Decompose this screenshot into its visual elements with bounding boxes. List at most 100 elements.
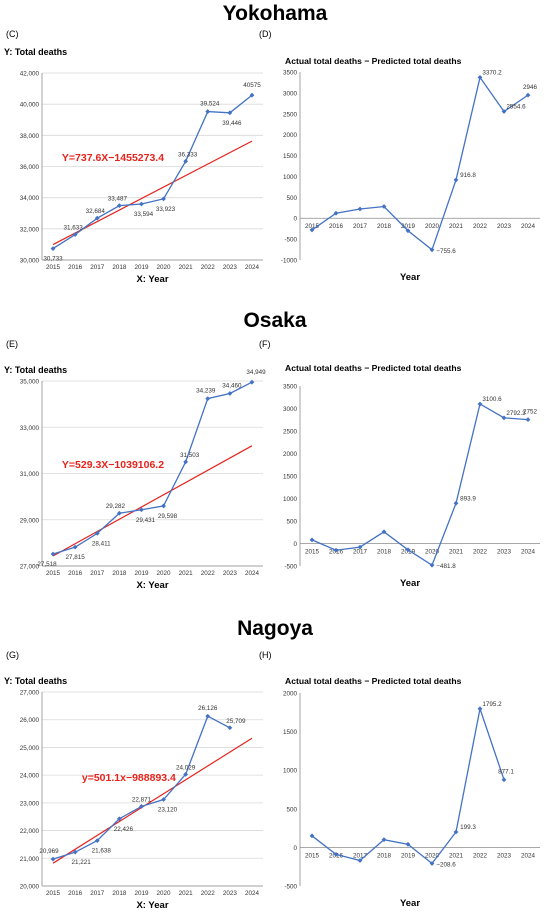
chart-e-point xyxy=(116,510,122,516)
chart-e-point xyxy=(139,507,144,513)
chart-e-xlabel: X: Year xyxy=(136,580,168,591)
chart-g-panel-label: (G) xyxy=(6,650,19,660)
chart-f-xtick-label: 2015 xyxy=(305,549,320,556)
chart-f-xlabel: Year xyxy=(400,578,420,589)
chart-c-ytick-label: 34,000 xyxy=(20,195,40,202)
chart-c-xlabel: X: Year xyxy=(136,274,168,285)
chart-d-xtick-label: 2020 xyxy=(425,223,440,230)
chart-g-series-line xyxy=(52,715,231,860)
chart-e-xtick-label: 2017 xyxy=(90,570,105,577)
chart-h-xtick-label: 2022 xyxy=(473,852,488,859)
chart-c-ytick-label: 30,000 xyxy=(20,258,40,265)
chart-c-data-label: 30,733 xyxy=(43,256,63,263)
chart-h-panel-label: (H) xyxy=(259,650,272,660)
chart-e-data-label: 34,460 xyxy=(222,382,242,389)
chart-h-xtick-label: 2020 xyxy=(425,852,440,859)
chart-c-point xyxy=(183,158,189,164)
chart-c-point xyxy=(94,215,100,221)
chart-h-xlabel: Year xyxy=(400,898,420,909)
chart-f-point xyxy=(525,417,531,423)
chart-g-data-label: 24,029 xyxy=(176,764,196,771)
chart-d-ytick-label: 1500 xyxy=(283,153,298,160)
chart-e-ytick-label: 29,000 xyxy=(20,517,40,524)
chart-g-point xyxy=(227,725,233,731)
chart-g-data-label: 21,221 xyxy=(72,859,92,866)
chart-c-xtick-label: 2020 xyxy=(157,264,172,271)
chart-d-xtick-label: 2018 xyxy=(377,223,392,230)
chart-c-data-label: 33,923 xyxy=(156,206,176,213)
chart-f-series-line xyxy=(311,402,529,567)
chart-h-data-label: −208.6 xyxy=(436,862,456,869)
chart-f-ytick-label: 2000 xyxy=(283,451,298,458)
chart-g-point xyxy=(139,804,144,809)
chart-e-xtick-label: 2023 xyxy=(223,570,238,577)
chart-e-point xyxy=(94,530,100,536)
chart-f-xtick-label: 2022 xyxy=(473,549,488,556)
chart-e-data-label: 31,503 xyxy=(180,452,200,459)
chart-c-xtick-label: 2023 xyxy=(223,264,238,271)
chart-f-xtick-label: 2018 xyxy=(377,549,392,556)
chart-d-xtick-label: 2023 xyxy=(497,223,512,230)
chart-f-point xyxy=(381,529,387,535)
chart-f-point xyxy=(333,547,339,553)
chart-c-series-line xyxy=(52,94,253,250)
chart-h-xtick-label: 2023 xyxy=(497,852,512,859)
chart-g-data-label: 23,120 xyxy=(158,807,178,814)
chart-e-xtick-label: 2016 xyxy=(68,570,83,577)
chart-c-point xyxy=(205,109,211,114)
chart-f-point xyxy=(357,544,363,550)
chart-d-xtick-label: 2024 xyxy=(521,223,536,230)
chart-d-point xyxy=(429,247,435,253)
chart-d-ytick-label: -1000 xyxy=(281,258,298,265)
chart-h-xtick-label: 2018 xyxy=(377,852,392,859)
chart-g-ylabel: Y: Total deaths xyxy=(4,676,67,686)
chart-h-ytick-label: 1000 xyxy=(283,768,298,775)
chart-h-data-label: 199.3 xyxy=(460,824,476,831)
chart-h-ytick-label: 2000 xyxy=(283,691,298,698)
chart-f-ytick-label: 1500 xyxy=(283,474,298,481)
chart-d-point xyxy=(477,75,483,80)
city-title-nagoya: Nagoya xyxy=(237,617,313,640)
chart-c-ytick-label: 40,000 xyxy=(20,102,40,109)
city-title-osaka: Osaka xyxy=(243,309,307,332)
chart-d-data-label: 2554.6 xyxy=(506,103,526,110)
chart-g-ytick-label: 22,000 xyxy=(20,828,40,835)
chart-h-ytick-label: -500 xyxy=(284,884,297,891)
chart-f-ytick-label: 2500 xyxy=(283,429,298,436)
chart-d-ytick-label: 3500 xyxy=(283,70,298,77)
chart-c-trendline xyxy=(52,140,253,246)
chart-c-ytick-label: 42,000 xyxy=(20,71,40,78)
chart-f-ytick-label: -500 xyxy=(284,564,297,571)
chart-c-xtick-label: 2019 xyxy=(134,264,149,271)
chart-g-xtick-label: 2017 xyxy=(90,890,105,897)
city-title-yokohama: Yokohama xyxy=(222,2,328,25)
chart-f-point xyxy=(453,500,459,506)
chart-h-point xyxy=(333,851,339,857)
chart-c-xtick-label: 2022 xyxy=(201,264,216,271)
chart-e-point xyxy=(161,503,166,509)
chart-g-point xyxy=(116,816,122,822)
chart-c-data-label: 39,446 xyxy=(222,120,242,127)
chart-f-panel-label: (F) xyxy=(259,339,271,349)
chart-h-data-label: 1795.2 xyxy=(482,701,502,708)
chart-c-data-label: 31,633 xyxy=(64,225,84,232)
chart-f-ytick-label: 3000 xyxy=(283,406,298,413)
chart-d-xtick-label: 2021 xyxy=(449,223,464,230)
chart-d-ytick-label: 2000 xyxy=(283,132,298,139)
chart-h-data-label: 877.1 xyxy=(498,769,514,776)
chart-f-title: Actual total deaths − Predicted total de… xyxy=(285,363,462,373)
chart-c-point xyxy=(249,92,255,98)
chart-g-point xyxy=(161,797,166,802)
chart-g-xtick-label: 2023 xyxy=(223,890,238,897)
chart-d-point xyxy=(405,228,411,234)
chart-e-panel-label: (E) xyxy=(6,339,18,349)
chart-g-xtick-label: 2016 xyxy=(68,890,83,897)
chart-c-point xyxy=(161,196,166,202)
chart-e-data-label: 29,598 xyxy=(158,513,178,520)
chart-d-ytick-label: 2500 xyxy=(283,111,298,118)
chart-h-title: Actual total deaths − Predicted total de… xyxy=(285,676,462,686)
chart-g-xlabel: X: Year xyxy=(136,900,168,911)
chart-d-xtick-label: 2022 xyxy=(473,223,488,230)
chart-h-xtick-label: 2017 xyxy=(353,852,368,859)
chart-e-ytick-label: 27,000 xyxy=(20,564,40,571)
